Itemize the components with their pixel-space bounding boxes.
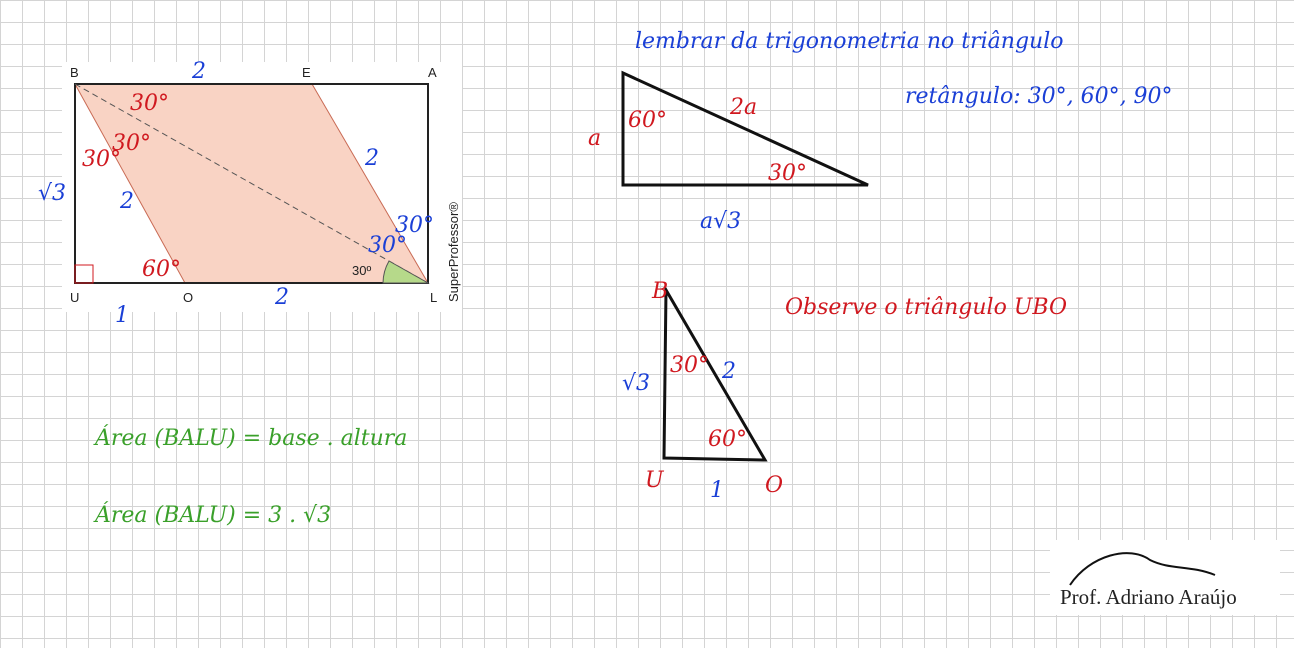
note: Observe o triângulo UBO [785,295,1067,320]
mark: √3 [38,181,66,206]
mark: 30° [395,213,434,238]
vertex: E [302,65,311,80]
mark: 30° [82,147,121,172]
note: lembrar da trigonometria no triângulo [635,29,1063,54]
mark: O [765,473,783,498]
mark: 30° [130,91,169,116]
figure: B E A U O L 30º SuperProfessor® 2 √3 2 1… [38,59,462,328]
triangle [662,284,768,462]
mark: 2 [364,146,379,171]
note: retângulo: 30°, 60°, 90° [905,84,1173,109]
mark: 60° [142,257,181,282]
mark: √3 [622,371,650,396]
vertex: O [183,290,193,305]
mark: 30° [368,233,407,258]
triangle-ubo: B √3 30° 2 60° U 1 O [622,279,783,503]
credit: SuperProfessor® [446,202,461,302]
mark: 2 [119,189,134,214]
note: Área (BALU) = 3 . √3 [93,501,331,528]
mark: 2 [191,59,206,84]
mark: 60° [708,427,747,452]
signature: Prof. Adriano Araújo [1060,585,1237,609]
mark: 60° [628,108,667,133]
diagonal [74,83,429,284]
mark: 2 [274,285,289,310]
mark: 2a [729,95,757,120]
signature-stroke [1069,552,1216,586]
vertex: U [70,290,79,305]
mark: 30° [112,131,151,156]
triangle [621,70,869,187]
mark: 2 [721,359,736,384]
mark: U [645,468,665,493]
mark: 30° [768,161,807,186]
triangle-30-60-90: a 60° 2a 30° a√3 [588,70,869,234]
mark: 30° [670,353,709,378]
mark: 1 [710,478,724,503]
vertex: A [428,65,437,80]
angle-label: 30º [352,263,371,278]
mark: 1 [115,303,129,328]
mark: a√3 [700,209,741,234]
angle-wedge [382,260,430,284]
mark: a [588,126,601,151]
vertex: L [430,290,437,305]
right-angle [74,264,94,284]
signature-bg [1050,540,1280,615]
rectangle [74,83,429,284]
vertex: B [70,65,79,80]
mark: B [651,279,668,304]
note: Área (BALU) = base . altura [93,424,407,451]
